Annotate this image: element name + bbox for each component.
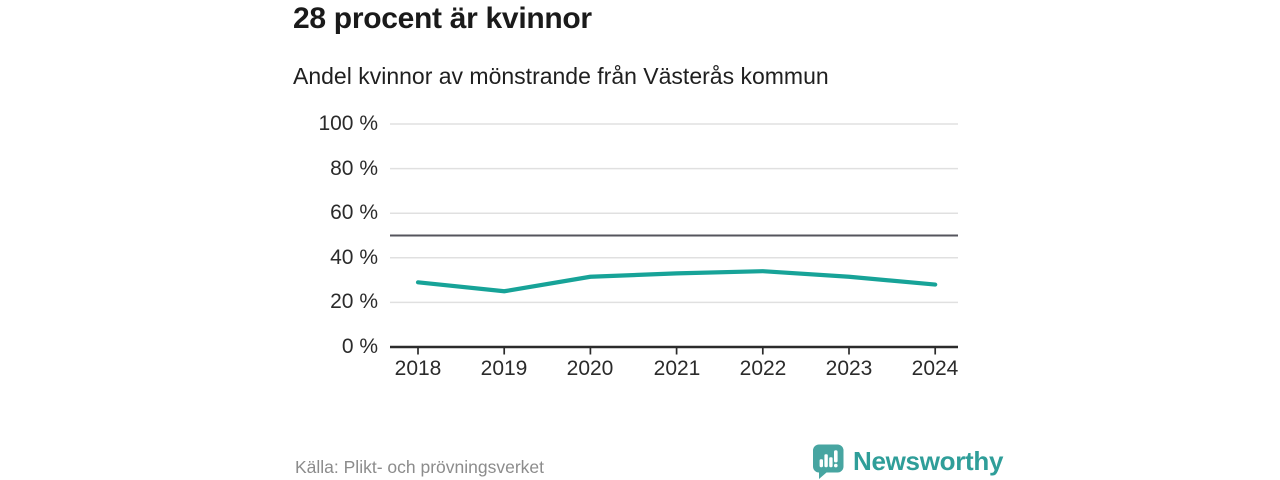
chart-subtitle: Andel kvinnor av mönstrande från Västerå… — [293, 63, 829, 89]
x-axis-tick-label: 2023 — [825, 357, 873, 380]
brand-name: Newsworthy — [853, 445, 1004, 476]
y-axis-tick-label: 20 % — [330, 290, 378, 313]
x-axis-tick-label: 2021 — [653, 357, 701, 380]
chart-title: 28 procent är kvinnor — [293, 2, 592, 35]
x-axis-tick-label: 2018 — [394, 357, 442, 380]
x-axis-tick-label: 2022 — [739, 357, 787, 380]
x-axis-tick-label: 2020 — [566, 357, 614, 380]
plot-area — [390, 123, 958, 355]
y-axis-tick-label: 40 % — [330, 246, 378, 269]
y-axis-tick-label: 0 % — [341, 335, 378, 358]
x-axis-tick-label: 2019 — [480, 357, 528, 380]
tick-marks — [417, 348, 937, 355]
y-axis-tick-label: 60 % — [330, 201, 378, 224]
brand-logo: Newsworthy — [812, 443, 1003, 479]
y-axis-tick-label: 100 % — [318, 112, 378, 135]
y-axis-tick-label: 80 % — [330, 157, 378, 180]
source-note: Källa: Plikt- och prövningsverket — [295, 457, 544, 477]
newsworthy-logo-icon — [813, 444, 844, 479]
trend-line — [415, 269, 938, 294]
x-axis-tick-label: 2024 — [911, 357, 959, 380]
